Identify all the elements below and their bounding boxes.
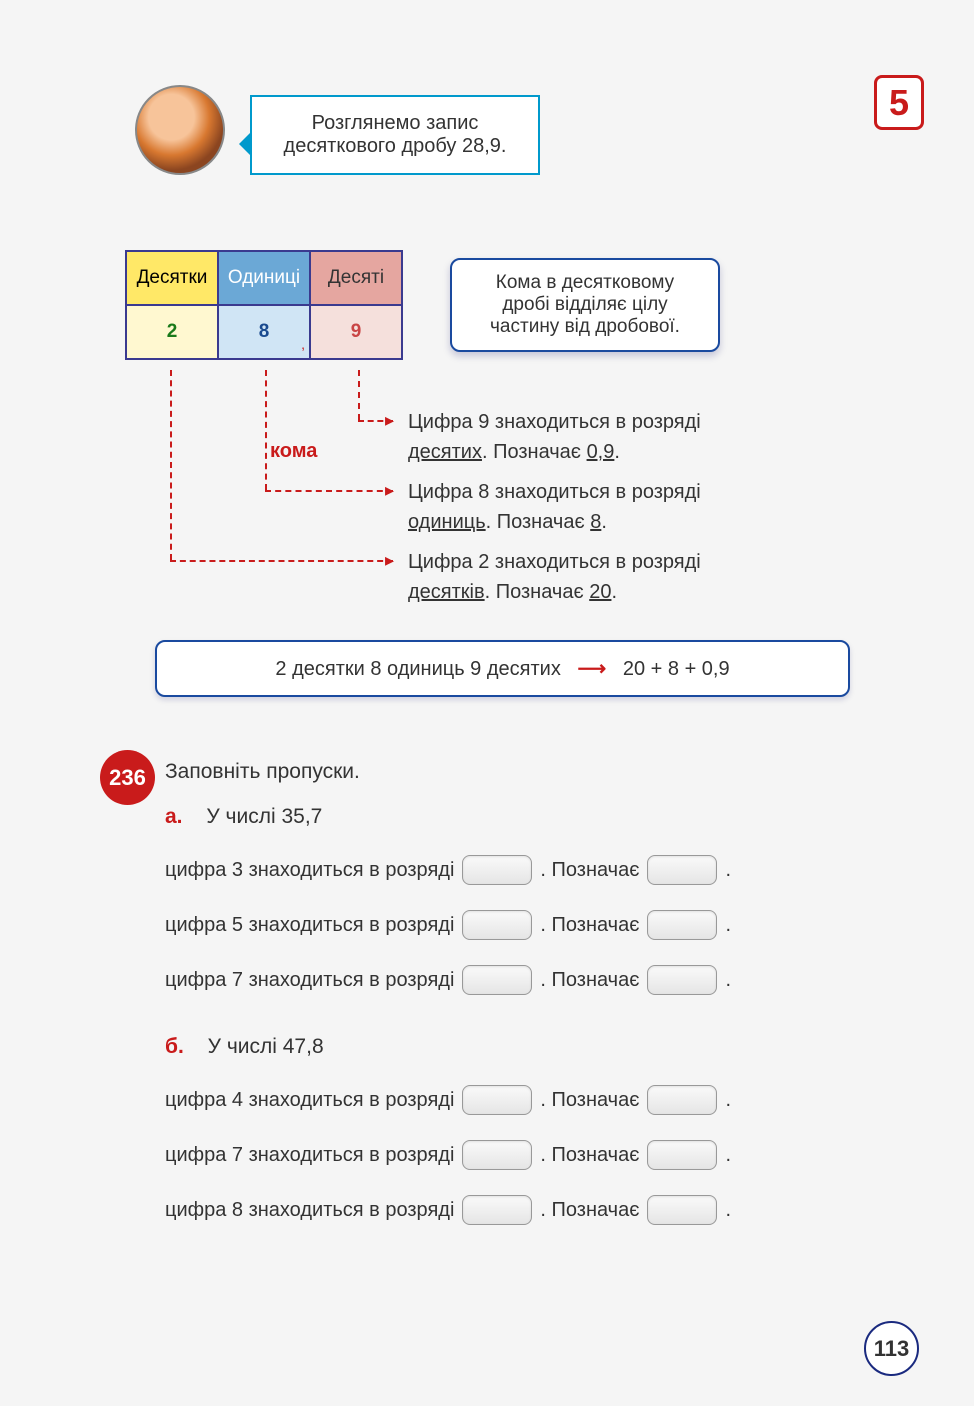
header-tenths: Десяті	[310, 251, 402, 305]
blank-input[interactable]	[462, 1085, 532, 1115]
info-box: Кома в десятковому дробі відділяє цілу ч…	[450, 258, 720, 352]
value-ones: 8 ,	[218, 305, 310, 359]
blank-input[interactable]	[462, 855, 532, 885]
arrow-path-9	[358, 370, 360, 420]
fill-line-b3: цифра 8 знаходиться в розряді . Позначає…	[165, 1195, 885, 1225]
explain-8: Цифра 8 знаходиться в розряді одиниць. П…	[408, 477, 701, 537]
blank-input[interactable]	[647, 855, 717, 885]
page-number: 113	[864, 1321, 919, 1376]
value-tenths: 9	[310, 305, 402, 359]
blank-input[interactable]	[647, 1085, 717, 1115]
arrowhead-2: ▸	[385, 550, 394, 571]
speech-line2: десяткового дробу 28,9.	[272, 135, 518, 158]
blank-input[interactable]	[462, 1140, 532, 1170]
comma-mark: ,	[301, 336, 305, 352]
sum-box: 2 десятки 8 одиниць 9 десятих ⟶ 20 + 8 +…	[155, 640, 850, 697]
fill-line-a2: цифра 5 знаходиться в розряді . Позначає…	[165, 910, 885, 940]
exercise-number-badge: 236	[100, 750, 155, 805]
part-b-lines: цифра 4 знаходиться в розряді . Позначає…	[165, 1085, 885, 1250]
header-tens: Десятки	[126, 251, 218, 305]
arrow-path-2	[170, 370, 172, 560]
sum-left: 2 десятки 8 одиниць 9 десятих	[275, 658, 560, 680]
sum-right: 20 + 8 + 0,9	[623, 658, 730, 680]
blank-input[interactable]	[462, 1195, 532, 1225]
blank-input[interactable]	[462, 910, 532, 940]
value-tens: 2	[126, 305, 218, 359]
sum-arrow: ⟶	[578, 658, 607, 680]
exercise-title: Заповніть пропуски.	[165, 760, 360, 784]
speech-bubble: Розглянемо запис десяткового дробу 28,9.	[250, 95, 540, 175]
avatar-girl	[135, 85, 225, 175]
blank-input[interactable]	[647, 1195, 717, 1225]
explain-2: Цифра 2 знаходиться в розряді десятків. …	[408, 547, 701, 607]
explain-9: Цифра 9 знаходиться в розряді десятих. П…	[408, 407, 701, 467]
arrow-path-8	[265, 370, 267, 490]
fill-line-a1: цифра 3 знаходиться в розряді . Позначає…	[165, 855, 885, 885]
speech-line1: Розглянемо запис	[272, 112, 518, 135]
place-value-table: Десятки Одиниці Десяті 2 8 , 9	[125, 250, 403, 360]
part-a-intro: а. У числі 35,7	[165, 805, 322, 829]
fill-line-a3: цифра 7 знаходиться в розряді . Позначає…	[165, 965, 885, 995]
part-b-intro: б. У числі 47,8	[165, 1035, 324, 1059]
fill-line-b2: цифра 7 знаходиться в розряді . Позначає…	[165, 1140, 885, 1170]
arrowhead-8: ▸	[385, 480, 394, 501]
koma-label: кома	[270, 440, 317, 463]
part-a-lines: цифра 3 знаходиться в розряді . Позначає…	[165, 855, 885, 1020]
blank-input[interactable]	[647, 1140, 717, 1170]
header-ones: Одиниці	[218, 251, 310, 305]
chapter-badge: 5	[874, 75, 924, 130]
blank-input[interactable]	[647, 965, 717, 995]
arrowhead-9: ▸	[385, 410, 394, 431]
fill-line-b1: цифра 4 знаходиться в розряді . Позначає…	[165, 1085, 885, 1115]
arrow-path-8b	[265, 490, 393, 492]
blank-input[interactable]	[462, 965, 532, 995]
blank-input[interactable]	[647, 910, 717, 940]
arrow-path-2b	[170, 560, 393, 562]
